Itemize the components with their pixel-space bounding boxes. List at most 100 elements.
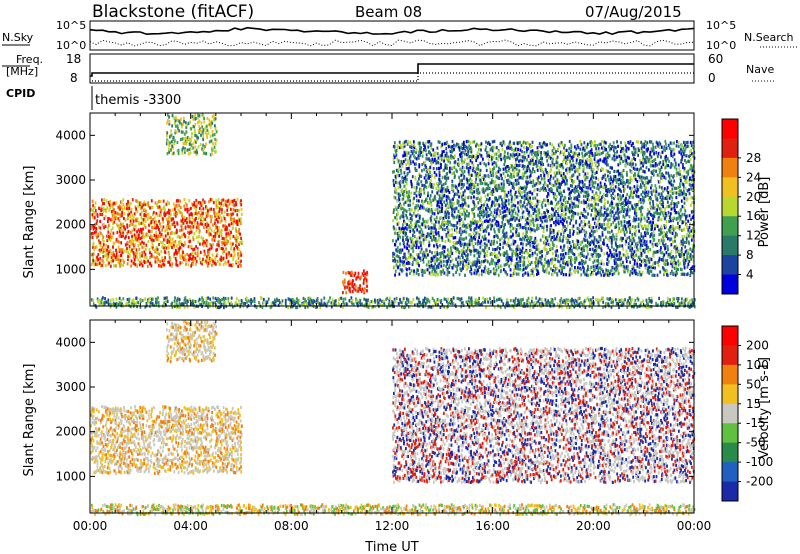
echo-cell [489,270,492,274]
echo-cell [450,198,453,202]
echo-cell [570,155,573,159]
echo-cell [473,212,476,216]
echo-cell [204,259,207,263]
echo-cell [218,231,221,235]
echo-cell [238,209,240,213]
echo-cell [203,120,206,124]
echo-cell [111,213,114,218]
echo-cell [556,155,559,159]
echo-cell [507,237,510,241]
echo-cell [404,233,407,237]
echo-cell [153,233,156,238]
echo-cell [526,158,528,162]
echo-cell [548,181,551,185]
echo-cell [530,152,533,156]
echo-cell [188,231,191,235]
echo-cell [415,214,418,218]
echo-cell [200,121,203,125]
echo-cell [212,148,215,152]
echo-cell [487,158,490,162]
echo-cell [493,261,496,265]
echo-cell [519,248,521,252]
echo-cell [403,245,406,249]
echo-cell [359,287,362,292]
echo-cell [218,244,220,248]
echo-cell [141,264,144,268]
echo-cell [446,171,449,176]
echo-cell [474,184,477,189]
echo-cell [199,142,202,147]
echo-cell [414,156,417,160]
echo-cell [174,257,177,261]
echo-cell [194,113,197,117]
echo-cell [402,179,404,184]
echo-cell [554,223,557,227]
echo-cell [541,156,544,161]
echo-cell [529,196,531,200]
echo-cell [215,254,218,258]
echo-cell [179,199,181,203]
echo-cell [551,217,553,221]
echo-cell [508,211,511,215]
echo-cell [125,202,128,206]
echo-cell [437,156,440,160]
echo-cell [498,204,501,208]
echo-cell [503,192,506,196]
echo-cell [232,222,235,226]
echo-cell [598,185,601,189]
echo-cell [123,216,125,221]
echo-cell [208,118,211,122]
echo-cell [432,166,435,171]
echo-cell [541,220,544,224]
echo-cell [149,255,152,259]
echo-cell [537,259,540,263]
echo-cell [194,145,197,149]
echo-cell [179,241,182,245]
echo-cell [408,195,411,199]
echo-cell [534,251,536,255]
echo-cell [561,265,564,269]
echo-cell [515,272,518,276]
echo-cell [155,212,158,216]
echo-cell [165,224,168,228]
echo-cell [463,208,466,212]
echo-cell [103,198,106,202]
echo-cell [109,264,112,268]
echo-cell [201,219,204,224]
echo-cell [579,139,582,144]
echo-cell [607,246,610,250]
echo-cell [198,235,200,239]
echo-cell [196,203,198,207]
echo-cell [498,247,501,251]
echo-cell [137,204,140,208]
echo-cell [485,140,487,144]
echo-cell [402,256,405,260]
echo-cell [122,198,125,202]
echo-cell [522,272,525,276]
echo-cell [211,115,214,119]
echo-cell [510,258,513,262]
echo-cell [210,246,213,250]
echo-cell [571,201,574,205]
echo-cell [206,241,209,245]
echo-cell [114,264,117,268]
echo-cell [240,236,242,240]
echo-cell [566,182,568,186]
echo-cell [354,288,357,292]
echo-cell [156,256,159,260]
echo-cell [420,146,423,150]
echo-cell [418,192,421,197]
echo-cell [199,213,202,217]
echo-cell [577,212,579,216]
echo-cell [578,183,581,187]
echo-cell [153,223,156,228]
echo-cell [132,255,135,259]
echo-cell [434,262,437,266]
echo-cell [426,268,429,272]
echo-cell [436,239,439,243]
echo-cell [467,204,470,208]
echo-cell [223,239,226,243]
echo-cell [606,194,609,198]
echo-cell [432,237,435,241]
echo-cell [571,258,574,262]
